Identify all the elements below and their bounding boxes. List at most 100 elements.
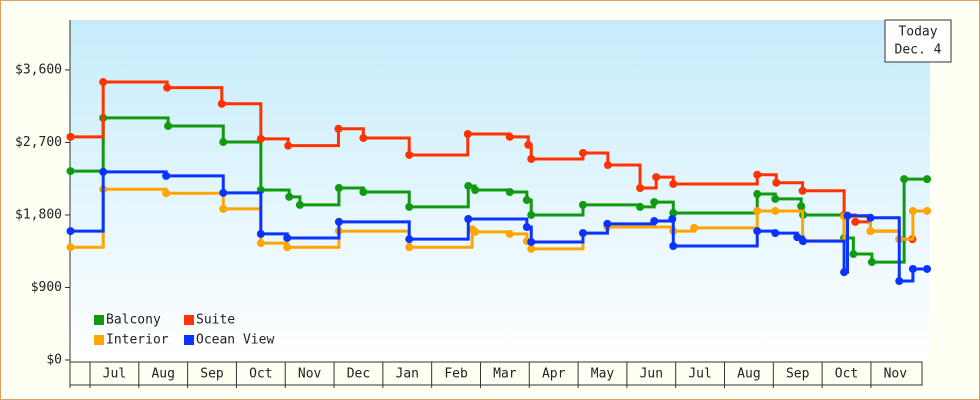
data-point bbox=[650, 217, 659, 226]
x-tick-label: Apr bbox=[542, 367, 566, 382]
data-point bbox=[217, 99, 226, 108]
data-point bbox=[923, 175, 932, 184]
data-point bbox=[66, 167, 75, 176]
data-point bbox=[636, 183, 645, 192]
data-point bbox=[578, 200, 587, 209]
y-tick-label: $2,700 bbox=[15, 135, 62, 150]
data-point bbox=[464, 215, 473, 224]
data-point bbox=[463, 130, 472, 139]
data-point bbox=[405, 243, 414, 252]
data-point bbox=[471, 227, 480, 236]
data-point bbox=[578, 148, 587, 157]
x-tick-label: Feb bbox=[444, 367, 468, 382]
x-tick-label: Jun bbox=[640, 367, 663, 382]
data-point bbox=[256, 229, 265, 238]
x-axis-band bbox=[69, 361, 923, 386]
data-point bbox=[334, 183, 343, 192]
y-tick-label: $0 bbox=[46, 353, 62, 368]
data-point bbox=[283, 233, 292, 242]
data-point bbox=[603, 161, 612, 170]
data-point bbox=[923, 206, 932, 215]
data-point bbox=[256, 134, 265, 143]
x-tick-label: Jul bbox=[103, 367, 126, 382]
data-point bbox=[219, 188, 228, 197]
data-point bbox=[527, 237, 536, 246]
data-point bbox=[650, 198, 659, 207]
y-tick-label: $3,600 bbox=[15, 62, 62, 77]
today-box bbox=[884, 19, 952, 63]
data-point bbox=[652, 173, 661, 182]
x-tick-label: Oct bbox=[249, 367, 272, 382]
legend-swatch bbox=[94, 315, 104, 325]
data-point bbox=[522, 223, 531, 232]
data-point bbox=[359, 188, 368, 197]
data-point bbox=[799, 237, 808, 246]
data-point bbox=[162, 189, 171, 198]
data-point bbox=[99, 78, 108, 87]
x-tick-label: Jul bbox=[688, 367, 711, 382]
data-point bbox=[164, 121, 173, 130]
data-point bbox=[284, 141, 293, 150]
today-date: Dec. 4 bbox=[895, 43, 942, 58]
data-point bbox=[578, 229, 587, 238]
data-point bbox=[334, 217, 343, 226]
x-tick-label: Nov bbox=[884, 367, 908, 382]
x-tick-label: Sep bbox=[786, 367, 810, 382]
legend-label: Balcony bbox=[106, 313, 161, 328]
data-point bbox=[866, 227, 875, 236]
x-tick-label: Aug bbox=[737, 367, 760, 382]
data-point bbox=[851, 217, 860, 226]
data-point bbox=[285, 192, 294, 201]
data-point bbox=[668, 215, 677, 224]
data-point bbox=[405, 150, 414, 159]
data-point bbox=[527, 244, 536, 253]
data-point bbox=[359, 134, 368, 143]
data-point bbox=[66, 243, 75, 252]
data-point bbox=[753, 190, 762, 199]
data-point bbox=[798, 186, 807, 195]
x-tick-label: Aug bbox=[151, 367, 174, 382]
data-point bbox=[690, 223, 699, 232]
legend-label: Ocean View bbox=[196, 333, 274, 348]
x-tick-label: Oct bbox=[835, 367, 858, 382]
data-point bbox=[908, 264, 917, 273]
legend-label: Interior bbox=[106, 333, 169, 348]
data-point bbox=[753, 227, 762, 236]
x-tick-label: May bbox=[591, 367, 615, 382]
data-point bbox=[603, 219, 612, 228]
data-point bbox=[66, 132, 75, 141]
legend-swatch bbox=[94, 335, 104, 345]
data-point bbox=[923, 264, 932, 273]
data-point bbox=[527, 154, 536, 163]
x-tick-label: Nov bbox=[298, 367, 322, 382]
data-point bbox=[99, 167, 108, 176]
data-point bbox=[219, 204, 228, 213]
data-point bbox=[219, 138, 228, 147]
x-tick-label: Sep bbox=[200, 367, 224, 382]
data-point bbox=[771, 194, 780, 203]
data-point bbox=[753, 170, 762, 179]
data-point bbox=[405, 202, 414, 211]
data-point bbox=[334, 124, 343, 133]
data-point bbox=[66, 227, 75, 236]
data-point bbox=[464, 181, 473, 190]
data-point bbox=[527, 210, 536, 219]
data-point bbox=[793, 233, 802, 242]
legend-swatch bbox=[184, 315, 194, 325]
data-point bbox=[843, 211, 852, 220]
data-point bbox=[772, 178, 781, 187]
data-point bbox=[895, 277, 904, 286]
data-point bbox=[753, 206, 762, 215]
data-point bbox=[295, 200, 304, 209]
legend-swatch bbox=[184, 335, 194, 345]
data-point bbox=[471, 186, 480, 194]
data-point bbox=[405, 235, 414, 244]
x-tick-label: Dec bbox=[347, 367, 370, 382]
data-point bbox=[900, 175, 909, 184]
data-point bbox=[524, 140, 533, 149]
series-line bbox=[70, 80, 913, 241]
data-point bbox=[669, 241, 678, 250]
y-tick-label: $1,800 bbox=[15, 207, 62, 222]
data-point bbox=[669, 208, 678, 217]
